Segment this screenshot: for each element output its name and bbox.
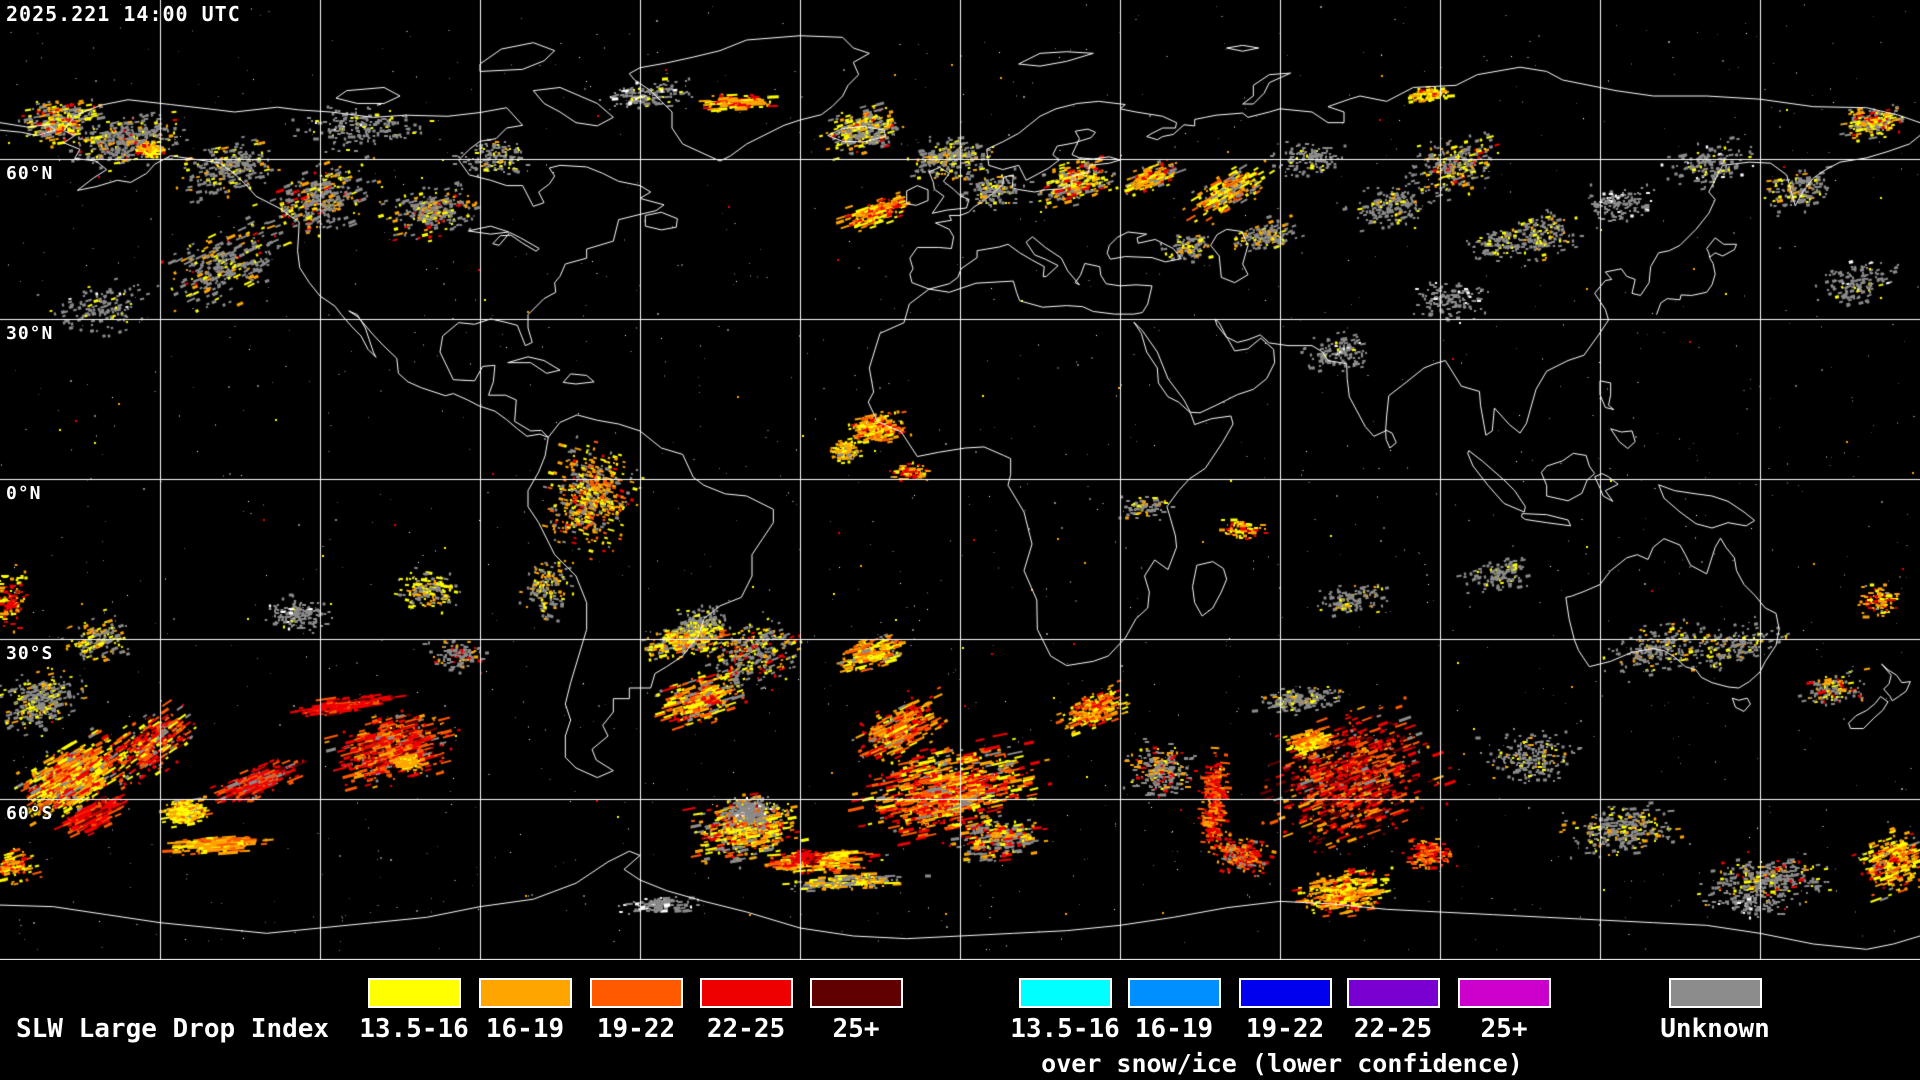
- latitude-label-30n: 30°N: [6, 323, 54, 344]
- world-map-canvas: [0, 0, 1920, 960]
- legend-swatch-snow-22-25: [1347, 978, 1440, 1008]
- legend-label-snow-22-25: 22-25: [1353, 1014, 1433, 1044]
- legend-label-liquid-16-19: 16-19: [485, 1014, 565, 1044]
- timestamp-label: 2025.221 14:00 UTC: [6, 2, 241, 26]
- legend-label-snow-25plus: 25+: [1480, 1014, 1528, 1044]
- legend-swatch-snow-25plus: [1458, 978, 1551, 1008]
- legend-swatch-snow-13.5-16: [1019, 978, 1112, 1008]
- legend-swatch-snow-19-22: [1239, 978, 1332, 1008]
- legend-label-liquid-13.5-16: 13.5-16: [359, 1014, 469, 1044]
- legend-label-liquid-19-22: 19-22: [596, 1014, 676, 1044]
- legend-subtitle-snow-ice: over snow/ice (lower confidence): [1041, 1049, 1523, 1078]
- legend-label-unknown: Unknown: [1660, 1014, 1770, 1044]
- legend-swatch-unknown: [1669, 978, 1762, 1008]
- legend-title: SLW Large Drop Index: [16, 1014, 330, 1044]
- legend-swatch-liquid-13.5-16: [368, 978, 461, 1008]
- legend-label-snow-16-19: 16-19: [1134, 1014, 1214, 1044]
- legend-label-snow-19-22: 19-22: [1245, 1014, 1325, 1044]
- legend-label-liquid-25plus: 25+: [832, 1014, 880, 1044]
- legend-label-snow-13.5-16: 13.5-16: [1010, 1014, 1120, 1044]
- legend-swatch-liquid-25plus: [810, 978, 903, 1008]
- legend-swatch-liquid-19-22: [590, 978, 683, 1008]
- legend-swatch-liquid-16-19: [479, 978, 572, 1008]
- legend-label-liquid-22-25: 22-25: [706, 1014, 786, 1044]
- legend: SLW Large Drop Index 13.5-16 16-19 19-22…: [0, 960, 1920, 1080]
- latitude-label-60n: 60°N: [6, 163, 54, 184]
- legend-swatch-liquid-22-25: [700, 978, 793, 1008]
- latitude-label-30s: 30°S: [6, 643, 54, 664]
- latitude-label-0n: 0°N: [6, 483, 42, 504]
- legend-swatch-snow-16-19: [1128, 978, 1221, 1008]
- latitude-label-60s: 60°S: [6, 803, 54, 824]
